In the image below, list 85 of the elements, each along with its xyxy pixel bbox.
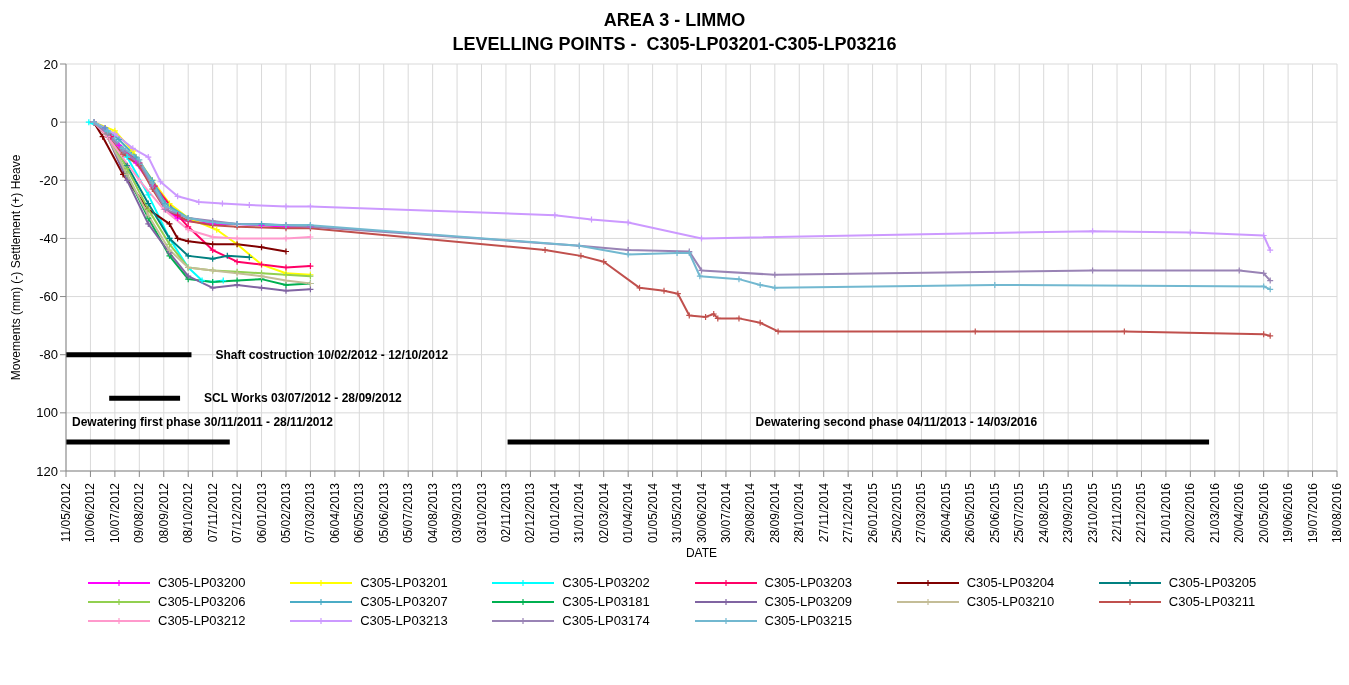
legend-label: C305-LP03212 [158,613,246,628]
legend-label: C305-LP03213 [360,613,448,628]
x-tick-label: 04/08/2013 [425,482,440,544]
series-label: Dewatering second phase 04/11/2013 - 14/03/2016 [755,414,1038,429]
x-axis-title: DATE [685,546,718,560]
legend-label: C305-LP03207 [360,594,448,609]
legend-label: C305-LP03201 [360,575,448,590]
x-tick-label: 05/06/2013 [376,482,391,544]
x-tick-label: 19/06/2016 [1281,482,1296,544]
x-tick-label: 05/02/2013 [278,482,293,544]
x-tick-label: 06/05/2013 [352,482,367,544]
chart-title: AREA 3 - LIMMO [603,10,746,30]
legend-label: C305-LP03215 [764,613,852,628]
y-axis-title: Movements (mm) (-) Settlement (+) Heave [9,154,24,381]
x-tick-label: 07/12/2012 [230,482,245,544]
x-tick-label: 28/09/2014 [767,482,782,544]
x-tick-label: 23/09/2015 [1061,482,1076,544]
legend-label: C305-LP03209 [764,594,852,609]
y-tick-label: -60 [39,289,58,305]
x-tick-label: 08/09/2012 [156,482,171,544]
x-tick-label: 21/01/2016 [1158,482,1173,544]
x-tick-label: 25/07/2015 [1012,482,1027,544]
legend-label: C305-LP03174 [562,613,650,628]
x-tick-label: 01/01/2014 [547,482,562,544]
y-tick-label: 20 [43,56,58,72]
x-tick-label: 26/04/2015 [938,482,953,544]
legend-label: C305-LP03203 [764,575,852,590]
x-tick-label: 01/04/2014 [621,482,636,544]
x-tick-label: 26/05/2015 [963,482,978,544]
x-tick-label: 20/05/2016 [1256,482,1271,544]
y-tick-label: -20 [39,172,58,188]
x-tick-label: 20/02/2016 [1183,482,1198,544]
x-tick-label: 10/07/2012 [107,482,122,544]
x-tick-label: 02/03/2014 [596,482,611,544]
x-tick-label: 25/02/2015 [890,482,905,544]
legend-label: C305-LP03211 [1168,594,1256,609]
x-tick-label: 22/11/2015 [1110,482,1125,543]
x-tick-label: 25/06/2015 [987,482,1002,544]
x-tick-label: 27/12/2014 [841,482,856,544]
x-tick-label: 21/03/2016 [1207,482,1222,544]
x-tick-label: 02/12/2013 [523,482,538,544]
x-tick-label: 02/11/2013 [498,482,513,543]
x-tick-label: 28/10/2014 [792,482,807,544]
x-tick-label: 07/11/2012 [205,482,220,543]
y-tick-label: 120 [36,463,58,479]
x-tick-label: 20/04/2016 [1232,482,1247,544]
x-tick-label: 09/08/2012 [132,482,147,544]
x-tick-label: 29/08/2014 [743,482,758,544]
x-tick-label: 24/08/2015 [1036,482,1051,544]
x-tick-label: 03/09/2013 [450,482,465,544]
x-tick-label: 23/10/2015 [1085,482,1100,544]
legend-label: C305-LP03205 [1168,575,1257,590]
x-tick-label: 26/01/2015 [865,482,880,544]
x-tick-label: 01/05/2014 [645,482,660,544]
chart-subtitle: LEVELLING POINTS - C305-LP03201-C305-LP03216 [452,34,897,54]
legend-label: C305-LP03181 [562,594,650,609]
y-tick-label: -40 [39,231,58,247]
series-label: SCL Works 03/07/2012 - 28/09/2012 [204,391,403,406]
y-tick-label: 100 [36,405,58,421]
legend-label: C305-LP03204 [966,575,1055,590]
x-tick-label: 03/10/2013 [474,482,489,544]
series-label: Dewatering first phase 30/11/2011 - 28/11/2012 [72,414,334,429]
x-tick-label: 06/04/2013 [327,482,342,544]
x-tick-label: 10/06/2012 [83,482,98,544]
x-tick-label: 31/01/2014 [572,482,587,544]
x-tick-label: 30/07/2014 [718,482,733,544]
x-tick-label: 27/03/2015 [914,482,929,544]
x-tick-label: 27/11/2014 [816,482,831,543]
x-tick-label: 31/05/2014 [670,482,685,544]
y-tick-label: 0 [50,114,58,130]
x-tick-label: 19/07/2016 [1305,482,1320,544]
legend-label: C305-LP03202 [562,575,650,590]
x-tick-label: 07/03/2013 [303,482,318,544]
legend-label: C305-LP03200 [158,575,246,590]
x-tick-label: 30/06/2014 [694,482,709,544]
x-tick-label: 11/05/2012 [59,482,73,543]
x-tick-label: 18/08/2016 [1330,482,1344,544]
x-tick-label: 22/12/2015 [1134,482,1149,544]
series-label: Shaft costruction 10/02/2012 - 12/10/2012 [215,347,449,362]
y-tick-label: -80 [39,347,58,363]
x-tick-label: 06/01/2013 [254,482,269,544]
legend-label: C305-LP03206 [158,594,246,609]
legend-label: C305-LP03210 [966,594,1055,609]
x-tick-label: 08/10/2012 [181,482,196,544]
x-tick-label: 05/07/2013 [401,482,416,544]
